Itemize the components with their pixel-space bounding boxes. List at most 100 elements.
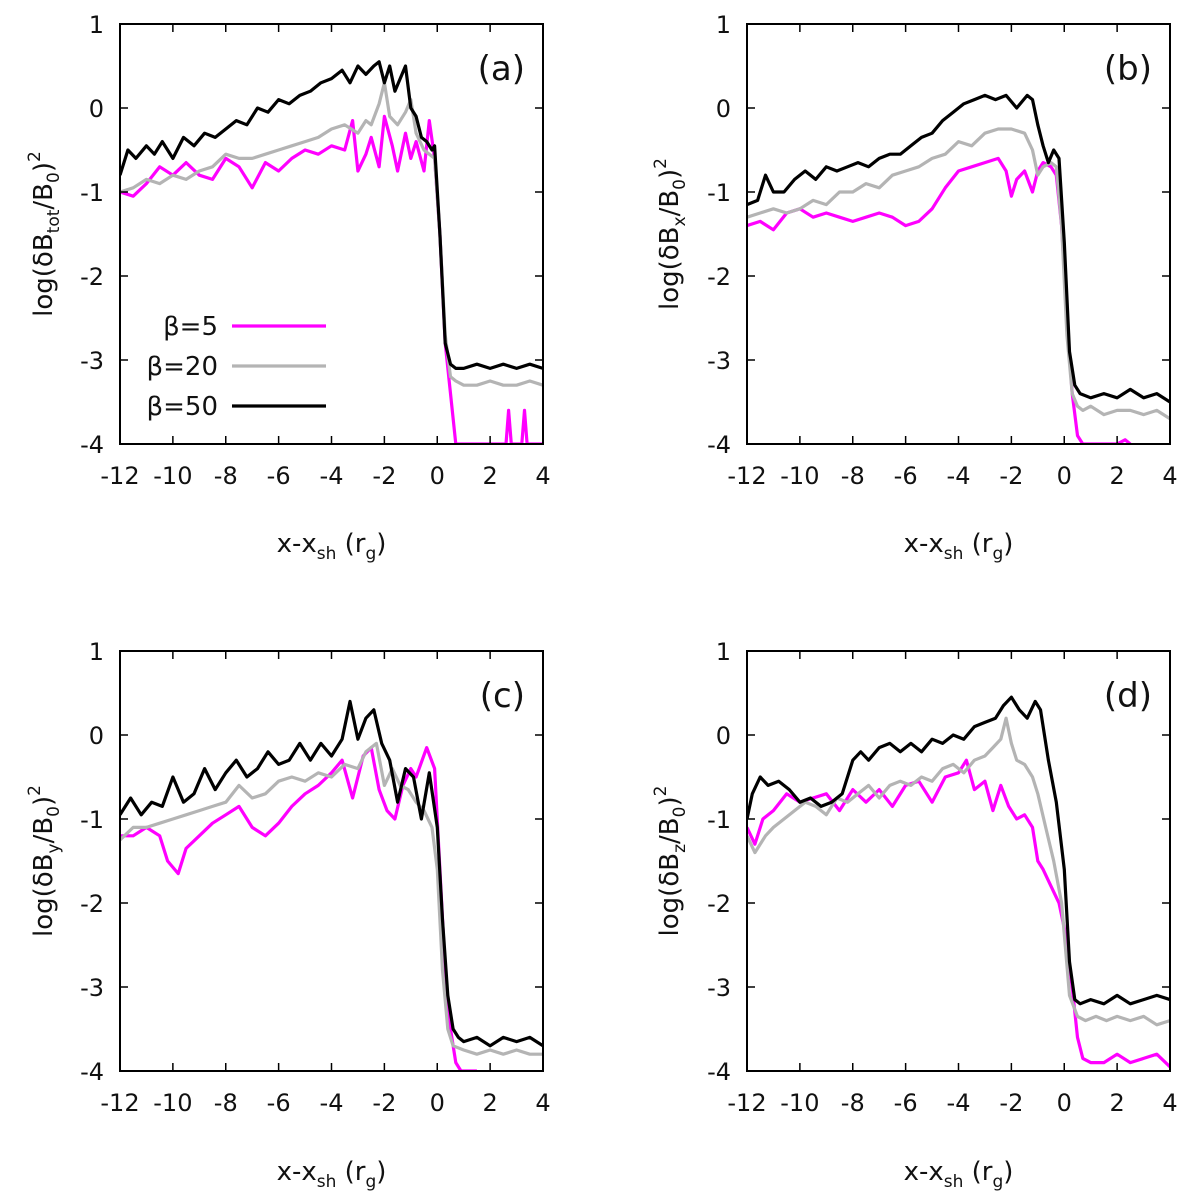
y-tick-label: -1 [707, 806, 731, 834]
x-tick-label: -8 [841, 462, 865, 490]
y-tick-label: 1 [89, 11, 104, 39]
x-tick-label: -4 [947, 462, 971, 490]
x-tick-label: -6 [267, 1089, 291, 1117]
y-tick-label: 0 [89, 95, 104, 123]
x-axis-label-sub: sh [317, 544, 337, 564]
y-tick-label: 1 [716, 638, 731, 666]
y-tick-label: -2 [80, 263, 104, 291]
y-tick-label: 1 [716, 11, 731, 39]
series-line-beta20 [120, 741, 543, 1056]
y-axis-label: log(δBtot/B0)2 [25, 151, 64, 317]
y-axis-label-pre: log(δB [29, 853, 59, 937]
x-tick-label: -12 [727, 1089, 766, 1117]
x-axis-label-sub: sh [944, 1172, 964, 1192]
legend-label: β=5 [163, 312, 218, 342]
y-tick-label: 0 [89, 722, 104, 750]
y-tick-label: -3 [80, 974, 104, 1002]
series-line-beta50 [747, 93, 1170, 404]
x-axis-label-close: ) [1003, 529, 1013, 559]
x-tick-label: 0 [430, 1089, 445, 1117]
y-tick-label: 0 [716, 95, 731, 123]
y-tick-label: -3 [707, 974, 731, 1002]
x-tick-label: -12 [727, 462, 766, 490]
series-line-beta5 [120, 746, 477, 1071]
x-tick-label: -6 [894, 1089, 918, 1117]
y-tick-label: 1 [89, 638, 104, 666]
legend-label: β=50 [147, 392, 218, 422]
panel-label: (c) [480, 676, 525, 716]
y-axis-label-sub: x [670, 216, 690, 226]
x-axis-label-unit-sub: g [992, 544, 1003, 564]
x-axis-label-unit-sub: g [992, 1172, 1003, 1192]
legend: β=5 β=20 β=50 [147, 312, 326, 422]
x-axis-label-sub: sh [944, 544, 964, 564]
x-tick-label: 2 [482, 462, 497, 490]
x-axis-label-main: x-x [277, 529, 317, 559]
x-tick-label: -8 [841, 1089, 865, 1117]
x-axis-label-close: ) [1003, 1157, 1013, 1187]
series-line-beta50 [120, 699, 543, 1048]
x-axis-label-close: ) [376, 1157, 386, 1187]
x-axis-label-unit: (r [963, 529, 992, 559]
y-tick-label: -3 [707, 347, 731, 375]
x-axis-label-unit-sub: g [365, 544, 376, 564]
y-axis-label-post: ) [29, 796, 59, 806]
y-axis-label-sup: 2 [25, 785, 45, 796]
y-tick-label: -2 [707, 263, 731, 291]
x-tick-label: -4 [320, 462, 344, 490]
y-axis-label-sub2: 0 [670, 807, 690, 818]
x-tick-label: -12 [100, 462, 139, 490]
y-axis-label-sub2: 0 [670, 179, 690, 190]
x-axis-label: x-xsh (rg) [277, 529, 387, 564]
x-tick-label: 0 [1057, 1089, 1072, 1117]
y-axis-label-pre: log(δB [29, 233, 59, 317]
y-axis-label-mid: /B [655, 817, 685, 844]
y-axis-label-post: ) [655, 796, 685, 806]
series-line-beta5 [747, 758, 1170, 1068]
x-tick-label: -10 [780, 1089, 819, 1117]
x-tick-label: -10 [780, 462, 819, 490]
x-axis-label-unit: (r [963, 1157, 992, 1187]
panel-label: (b) [1104, 49, 1152, 89]
x-tick-label: 0 [430, 462, 445, 490]
chart-panel-1: -12 -10 -8 -6 -4 -2 0 2 4-4-3-2-101(a)x-xsh (rg)… [25, 11, 551, 564]
x-tick-label: -4 [320, 1089, 344, 1117]
y-tick-label: -4 [707, 1058, 731, 1086]
x-tick-label: -12 [100, 1089, 139, 1117]
series-line-beta50 [120, 60, 543, 370]
y-axis-label-mid: /B [29, 183, 59, 210]
y-axis-label-post: ) [655, 169, 685, 179]
x-tick-label: 2 [482, 1089, 497, 1117]
series-line-beta5 [747, 156, 1132, 444]
chart-panel-3: -12 -10 -8 -6 -4 -2 0 2 4-4-3-2-101(c)x-xsh (rg)… [25, 638, 551, 1192]
x-tick-label: -10 [153, 1089, 192, 1117]
y-axis-label-pre: log(δB [655, 226, 685, 310]
chart-panel-4: -12 -10 -8 -6 -4 -2 0 2 4-4-3-2-101(d)x-xsh (rg)… [651, 638, 1178, 1192]
x-tick-label: 4 [1162, 462, 1177, 490]
y-axis-label-sub: z [670, 844, 690, 853]
y-tick-label: -4 [80, 431, 104, 459]
x-axis-label: x-xsh (rg) [904, 529, 1014, 564]
x-tick-label: -2 [999, 1089, 1023, 1117]
x-axis-label-main: x-x [904, 1157, 944, 1187]
y-axis-label-mid: /B [655, 190, 685, 217]
y-axis-label-sup: 2 [651, 158, 671, 169]
y-tick-label: -1 [80, 179, 104, 207]
y-tick-label: -1 [707, 179, 731, 207]
x-tick-label: -8 [214, 1089, 238, 1117]
y-axis-label-sub2: 0 [44, 806, 64, 817]
series-line-beta5 [120, 114, 543, 444]
x-tick-label: 0 [1057, 462, 1072, 490]
x-tick-label: 4 [535, 462, 550, 490]
y-tick-label: -2 [80, 890, 104, 918]
y-axis-label-sub: tot [44, 209, 64, 233]
x-tick-label: -4 [947, 1089, 971, 1117]
x-axis-label-unit: (r [336, 1157, 365, 1187]
y-axis-label-mid: /B [29, 817, 59, 844]
x-tick-label: -8 [214, 462, 238, 490]
y-tick-label: -1 [80, 806, 104, 834]
series-line-beta20 [747, 716, 1170, 1027]
y-axis-label: log(δBz/B0)2 [651, 786, 690, 937]
x-tick-label: 4 [535, 1089, 550, 1117]
